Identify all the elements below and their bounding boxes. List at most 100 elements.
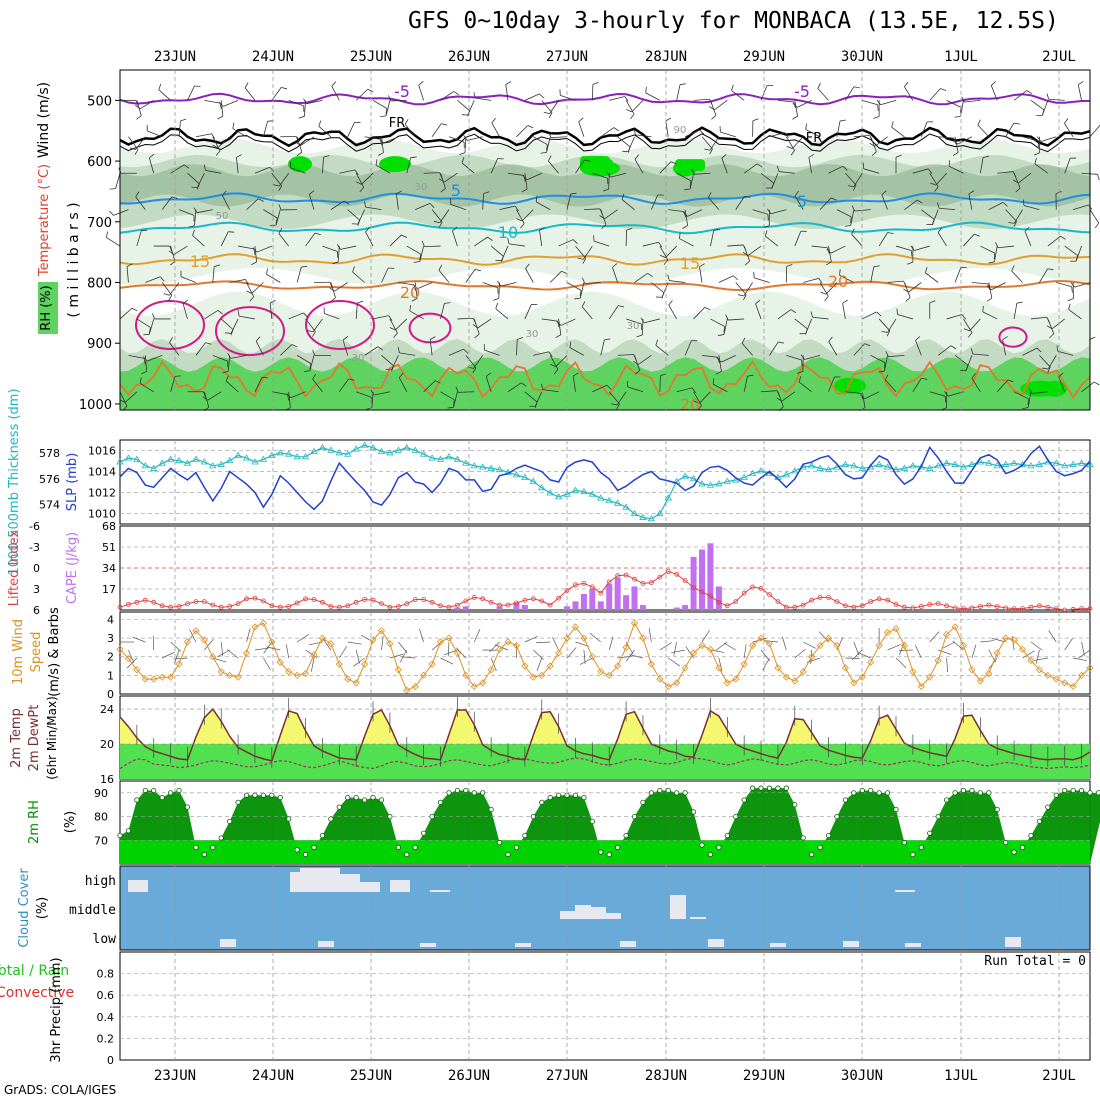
rh2m-point: [345, 794, 351, 801]
wind-barb-flag: [937, 202, 940, 209]
wind-barb-flag: [744, 260, 750, 266]
wind-barb: [991, 282, 1006, 291]
li-point: [1087, 606, 1093, 611]
wind-barb: [334, 282, 348, 292]
date-label-bottom: 30JUN: [841, 1068, 883, 1084]
wind-barb-flag: [266, 268, 268, 275]
li-point: [1053, 606, 1059, 611]
wind-barb: [842, 303, 846, 319]
wind-barb: [825, 282, 838, 295]
wind-barb-flag: [412, 284, 418, 290]
wind-barb: [170, 376, 176, 392]
wind-barb: [854, 209, 871, 212]
wind-barb: [864, 391, 880, 400]
wind10-barb: [266, 646, 281, 651]
wind10-point: [698, 641, 706, 650]
wind10-point: [597, 668, 605, 676]
cloud-low-bar: [318, 941, 334, 947]
wind-barb: [414, 282, 418, 299]
wind-barb: [743, 163, 758, 174]
upper-ytick-label: 500: [87, 94, 112, 109]
rh2m-point: [277, 794, 283, 801]
wind10-point: [943, 630, 951, 638]
wind-barb-flag: [1007, 379, 1014, 383]
wind10-point: [504, 638, 512, 646]
wind10-point: [276, 658, 284, 666]
wind-barb: [972, 353, 989, 356]
wind-barb: [406, 245, 421, 255]
wind-barb-flag: [810, 311, 813, 318]
precip-tick-label: 0.4: [97, 1011, 115, 1024]
wind-barb: [954, 136, 959, 153]
thickness-point: [369, 443, 377, 451]
wind-barb-flag: [896, 308, 898, 315]
wind-barb: [1005, 209, 1017, 222]
rh2m-point: [370, 794, 376, 801]
wind-barb: [220, 318, 234, 330]
li-point: [876, 596, 882, 602]
wind-barb: [507, 172, 524, 176]
contour-label: 50: [216, 211, 229, 222]
wind-barb-flag: [667, 274, 670, 281]
temp2m-line: [119, 707, 1091, 762]
wind-barb-flag: [389, 327, 396, 331]
wind-barb: [524, 391, 538, 403]
rh2m-point: [572, 792, 579, 798]
li-point: [809, 597, 815, 603]
wind-barb-flag: [312, 349, 316, 356]
wind10-barb: [431, 640, 443, 651]
wind10-point: [1027, 656, 1035, 665]
wind-barb: [418, 85, 425, 101]
wind-barb-flag: [792, 103, 798, 108]
wind-barb: [861, 391, 866, 408]
wind-barb-flag: [296, 151, 303, 157]
wind-barb-flag: [388, 315, 393, 321]
wind10-point: [529, 673, 537, 681]
wind-barb-flag: [539, 93, 545, 99]
wind-barb: [845, 172, 857, 186]
wind-barb-flag: [934, 186, 939, 192]
wind-barb-flag: [521, 188, 528, 193]
wind-barb: [524, 93, 540, 101]
wind10-barb: [1033, 657, 1048, 661]
wind-barb: [1081, 381, 1095, 393]
wind-barb: [375, 164, 391, 174]
wind-barb: [965, 355, 973, 371]
wind-barb: [828, 246, 832, 262]
wind-barb-flag: [203, 164, 206, 171]
wind-barb: [988, 202, 1004, 210]
thickness-point: [242, 454, 251, 461]
wind-barb-flag: [309, 363, 312, 370]
li-point: [623, 572, 629, 578]
li-point: [792, 604, 798, 610]
wind-barb: [708, 197, 720, 210]
contour-label: 20: [680, 395, 700, 414]
wind-barb: [1022, 136, 1039, 142]
wind10-barb: [952, 640, 964, 651]
rh2m-point: [1062, 787, 1068, 794]
wind-barb: [230, 318, 239, 334]
wind-barb-flag: [375, 159, 378, 166]
wind10-barb: [128, 649, 135, 664]
wind-barb-flag: [258, 198, 264, 202]
cloud-ylabel-1: Cloud Cover: [17, 868, 32, 948]
wind-barb: [948, 165, 964, 174]
thickness-point: [124, 454, 133, 461]
li-line: [119, 570, 1090, 611]
wind-barb-flag: [1093, 381, 1100, 386]
wind-barb: [996, 379, 1009, 393]
wind-barb-flag: [410, 156, 417, 159]
wind10-point: [934, 656, 942, 665]
wind-barb: [355, 88, 368, 101]
wind-barb-flag: [1097, 174, 1100, 181]
thickness-point: [748, 469, 757, 476]
rh2m-point: [842, 797, 848, 803]
li-point: [910, 605, 916, 611]
rh2m-point: [868, 787, 874, 794]
thickness-point: [200, 458, 209, 465]
wind10-point: [689, 649, 698, 657]
thickness-point: [462, 459, 470, 466]
wind-barb-flag: [679, 232, 681, 239]
wind-barb-flag: [309, 190, 315, 195]
wind-barb: [516, 125, 529, 138]
